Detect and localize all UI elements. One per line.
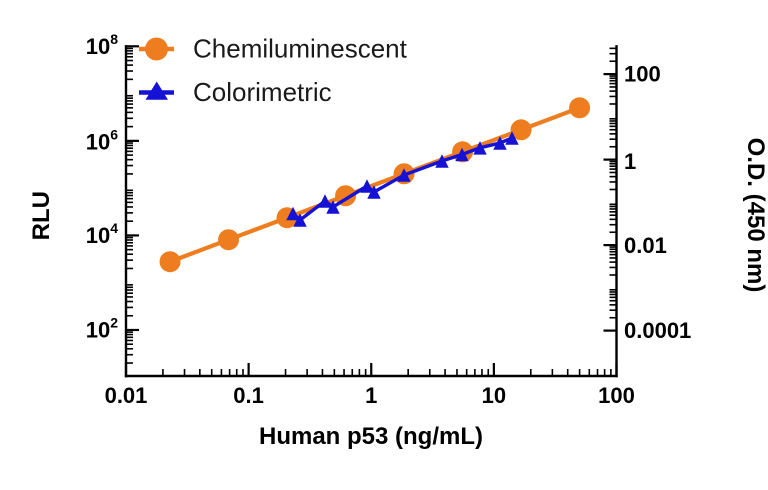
svg-text:100: 100 (624, 62, 661, 87)
svg-text:RLU: RLU (28, 191, 55, 240)
svg-text:1: 1 (365, 383, 377, 408)
svg-text:Human p53 (ng/mL): Human p53 (ng/mL) (259, 423, 483, 450)
svg-text:100: 100 (598, 383, 635, 408)
svg-text:0.01: 0.01 (624, 233, 667, 258)
svg-text:0.1: 0.1 (233, 383, 264, 408)
svg-text:Colorimetric: Colorimetric (193, 77, 332, 107)
svg-text:10: 10 (482, 383, 506, 408)
svg-text:Chemiluminescent: Chemiluminescent (193, 34, 408, 64)
svg-text:O.D. (450 nm): O.D. (450 nm) (742, 138, 768, 293)
svg-text:0.01: 0.01 (105, 383, 148, 408)
svg-text:0.0001: 0.0001 (624, 318, 691, 343)
svg-text:1: 1 (624, 149, 636, 174)
